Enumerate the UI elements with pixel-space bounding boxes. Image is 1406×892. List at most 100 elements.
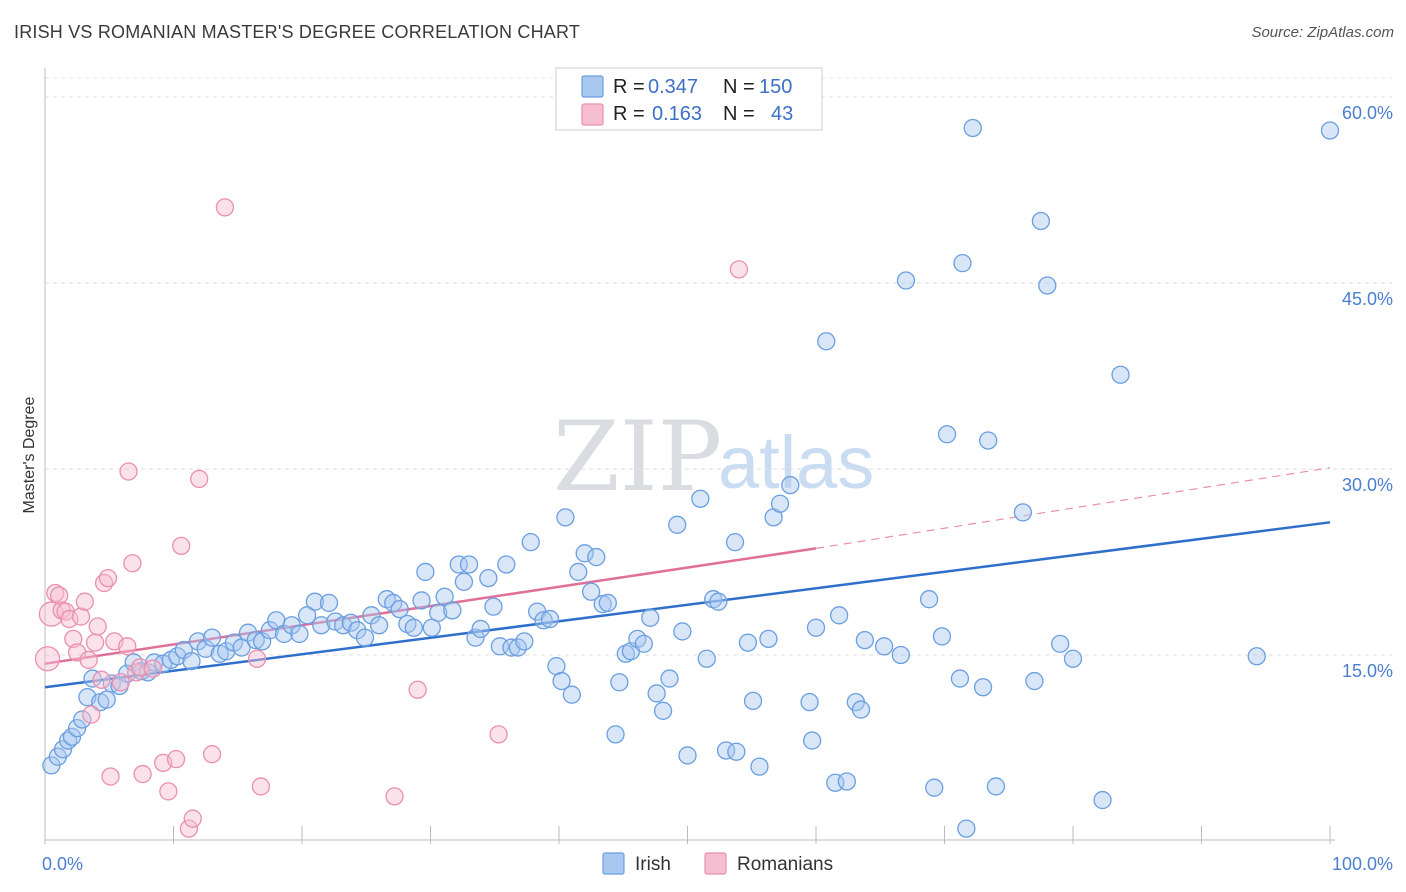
point-irish-80 (569, 562, 588, 582)
point-irish-130 (950, 669, 970, 688)
point-irish-107 (743, 691, 763, 711)
legend-irish-r-label: R = (613, 76, 645, 98)
point-irish-143 (1093, 790, 1112, 810)
point-irish-62 (459, 555, 479, 574)
y-tick-labels: 15.0% 30.0% 45.0% 60.0% (1342, 103, 1393, 681)
point-irish-115 (806, 618, 826, 637)
bottom-legend-swatch-romanian (704, 852, 727, 875)
point-irish-136 (986, 777, 1006, 796)
x-tick-label-0: 0.0% (42, 854, 83, 874)
point-irish-123 (874, 637, 894, 656)
point-irish-126 (919, 590, 939, 609)
point-irish-93 (647, 684, 666, 703)
chart-title: IRISH VS ROMANIAN MASTER'S DEGREE CORREL… (14, 22, 581, 42)
point-irish-137 (1013, 503, 1033, 522)
point-irish-53 (404, 618, 423, 637)
grid (45, 77, 1392, 656)
trend-lines (44, 467, 1331, 689)
point-romanian-13 (85, 633, 105, 652)
trend-line-irish (44, 521, 1331, 689)
y-tick-label-1: 30.0% (1342, 475, 1393, 495)
point-irish-134 (973, 678, 993, 697)
point-romanian-23 (123, 554, 142, 573)
point-irish-68 (497, 555, 516, 574)
point-romanian-22 (119, 462, 138, 481)
point-irish-40 (312, 616, 331, 635)
point-irish-22 (182, 652, 201, 671)
legend: R = 0.347 N = 150 R = 0.163 N = 43 (555, 67, 823, 131)
point-irish-85 (598, 593, 617, 613)
point-irish-71 (515, 632, 534, 651)
point-irish-144 (1111, 365, 1130, 384)
watermark-zip: ZIP (553, 401, 722, 513)
point-irish-104 (725, 533, 745, 552)
point-irish-122 (855, 630, 874, 650)
point-irish-97 (673, 622, 692, 641)
point-irish-118 (829, 606, 849, 625)
bottom-legend-romanians: Romanians (737, 854, 833, 875)
point-irish-139 (1031, 211, 1051, 231)
legend-swatch-irish (581, 75, 604, 98)
point-irish-95 (660, 669, 679, 688)
point-irish-98 (678, 746, 697, 765)
point-romanian-14 (88, 617, 107, 636)
point-irish-6 (73, 710, 92, 729)
point-irish-60 (449, 555, 468, 574)
point-irish-111 (770, 494, 790, 513)
point-irish-91 (634, 634, 653, 653)
bottom-legend: Irish Romanians (602, 852, 833, 875)
point-irish-142 (1063, 649, 1083, 668)
point-romanian-40 (408, 680, 427, 699)
point-irish-44 (341, 613, 360, 632)
point-romanian-34 (190, 469, 209, 489)
point-irish-113 (800, 692, 819, 712)
point-irish-5 (67, 719, 87, 738)
point-romanian-10 (75, 592, 94, 611)
point-irish-105 (727, 742, 746, 761)
legend-irish-n-label: N = (723, 76, 755, 98)
point-irish-119 (837, 772, 856, 791)
point-irish-109 (759, 629, 778, 649)
point-romanian-12 (82, 705, 101, 724)
point-irish-138 (1025, 671, 1044, 691)
point-irish-51 (390, 599, 409, 619)
point-irish-140 (1038, 276, 1057, 295)
point-irish-58 (435, 587, 454, 606)
legend-romanian-n-label: N = (723, 103, 755, 125)
legend-romanian-n-value: 43 (771, 103, 793, 125)
point-irish-65 (479, 568, 498, 588)
point-irish-92 (641, 608, 660, 627)
point-romanian-26 (133, 764, 152, 784)
point-irish-46 (355, 628, 375, 647)
point-irish-102 (709, 592, 728, 611)
point-irish-83 (587, 547, 606, 567)
y-axis-label: Master's Degree (21, 396, 38, 513)
point-irish-94 (653, 701, 673, 720)
point-romanian-31 (172, 536, 191, 556)
bottom-legend-irish: Irish (635, 854, 671, 875)
axes (44, 68, 1335, 844)
point-irish-82 (581, 582, 601, 601)
y-tick-label-3: 60.0% (1342, 103, 1393, 123)
point-romanian-39 (385, 787, 404, 806)
point-irish-86 (606, 725, 625, 744)
point-irish-135 (979, 431, 998, 450)
point-irish-23 (188, 632, 208, 651)
point-romanian-36 (215, 198, 235, 217)
source-label: Source: ZipAtlas.com (1251, 24, 1394, 41)
point-irish-66 (484, 597, 503, 616)
point-irish-45 (348, 621, 367, 640)
point-irish-77 (552, 671, 571, 691)
point-irish-124 (891, 645, 910, 665)
point-irish-108 (750, 757, 769, 776)
point-irish-129 (937, 425, 957, 444)
data-points (34, 118, 1340, 838)
point-irish-64 (471, 619, 490, 639)
y-tick-label-0: 15.0% (1342, 661, 1393, 681)
point-irish-57 (429, 603, 448, 622)
point-irish-87 (610, 673, 629, 692)
point-irish-47 (362, 606, 381, 625)
point-irish-59 (443, 601, 462, 620)
trend-line-romanians-extrapolated (815, 467, 1331, 549)
